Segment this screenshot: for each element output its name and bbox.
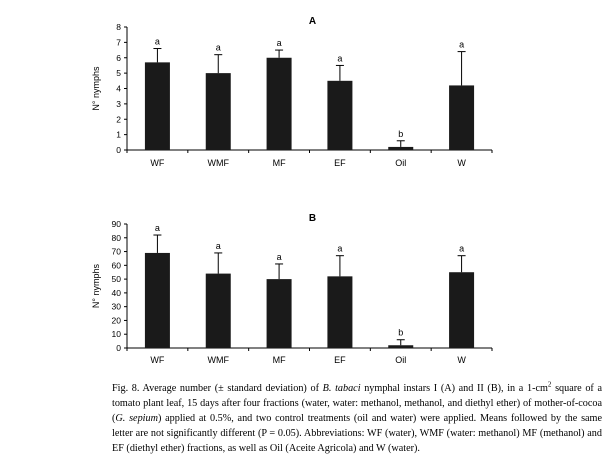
- x-tick-label: WMF: [208, 158, 230, 168]
- chart-a: A N° nymphs 0 1 2 3 4 5 6 7 8 a WF a WMF a MF a EF b Oil a W: [91, 16, 493, 168]
- y-tick-label: 10: [112, 329, 122, 339]
- y-axis-label: N° nymphs: [91, 263, 101, 308]
- bar: [205, 73, 231, 150]
- chart-title: A: [309, 16, 316, 27]
- caption-text-3: square of a tomato plant leaf, 15 days a…: [112, 383, 602, 424]
- y-tick-label: 2: [116, 114, 121, 124]
- significance-letter: a: [216, 43, 221, 53]
- caption-superscript: 2: [547, 380, 552, 389]
- bar: [266, 279, 292, 348]
- y-tick-label: 20: [112, 315, 122, 325]
- caption-species: B. tabaci: [322, 383, 361, 394]
- bar: [327, 80, 353, 150]
- y-tick-label: 8: [116, 22, 121, 32]
- significance-letter: b: [398, 129, 403, 139]
- significance-letter: a: [337, 244, 342, 254]
- y-tick-label: 80: [112, 233, 122, 243]
- bar: [327, 276, 353, 348]
- x-tick-label: EF: [334, 158, 346, 168]
- bar: [449, 272, 475, 348]
- y-tick-label: 90: [112, 219, 122, 229]
- caption-text-1: Average number (± standard deviation) of: [139, 383, 323, 394]
- x-tick-label: MF: [273, 355, 286, 365]
- y-tick-label: 50: [112, 274, 122, 284]
- significance-letter: a: [277, 38, 282, 48]
- x-tick-label: MF: [273, 158, 286, 168]
- y-axis-label: N° nymphs: [91, 66, 101, 111]
- caption-text-4: ) applied at 0.5%, and two control treat…: [112, 413, 602, 454]
- y-tick-label: 60: [112, 260, 122, 270]
- y-tick-label: 7: [116, 37, 121, 47]
- x-tick-label: Oil: [395, 355, 406, 365]
- y-tick-label: 6: [116, 53, 121, 63]
- y-tick-label: 0: [116, 343, 121, 353]
- caption-fig-label: Fig. 8.: [112, 383, 140, 394]
- caption-text-2: nymphal instars I (A) and II (B), in a 1…: [360, 383, 548, 394]
- x-tick-label: EF: [334, 355, 346, 365]
- chart-b: B N° nymphs 0 10 20 30 40 50 60 70 80 90 a WF a WMF a MF a…: [91, 213, 493, 365]
- significance-letter: a: [155, 37, 160, 47]
- y-tick-label: 3: [116, 99, 121, 109]
- caption-plant: G. sepium: [115, 413, 158, 424]
- significance-letter: a: [337, 53, 342, 63]
- x-tick-label: W: [457, 355, 466, 365]
- bar: [449, 85, 475, 150]
- bar: [205, 273, 231, 348]
- bar: [388, 146, 414, 150]
- y-tick-label: 40: [112, 288, 122, 298]
- bar: [388, 345, 414, 348]
- y-tick-label: 70: [112, 247, 122, 257]
- y-tick-label: 30: [112, 302, 122, 312]
- y-tick-label: 1: [116, 130, 121, 140]
- x-tick-label: WMF: [208, 355, 230, 365]
- significance-letter: b: [398, 328, 403, 338]
- y-tick-label: 5: [116, 68, 121, 78]
- significance-letter: a: [459, 244, 464, 254]
- significance-letter: a: [459, 40, 464, 50]
- significance-letter: a: [155, 223, 160, 233]
- x-tick-label: W: [457, 158, 466, 168]
- bar: [266, 57, 292, 150]
- y-tick-label: 4: [116, 84, 121, 94]
- bar: [144, 252, 170, 348]
- x-tick-label: WF: [150, 158, 164, 168]
- figure-caption: Fig. 8. Average number (± standard devia…: [112, 381, 602, 456]
- x-tick-label: WF: [150, 355, 164, 365]
- significance-letter: a: [216, 241, 221, 251]
- significance-letter: a: [277, 252, 282, 262]
- bar: [144, 62, 170, 150]
- x-tick-label: Oil: [395, 158, 406, 168]
- chart-title: B: [309, 213, 316, 224]
- y-tick-label: 0: [116, 145, 121, 155]
